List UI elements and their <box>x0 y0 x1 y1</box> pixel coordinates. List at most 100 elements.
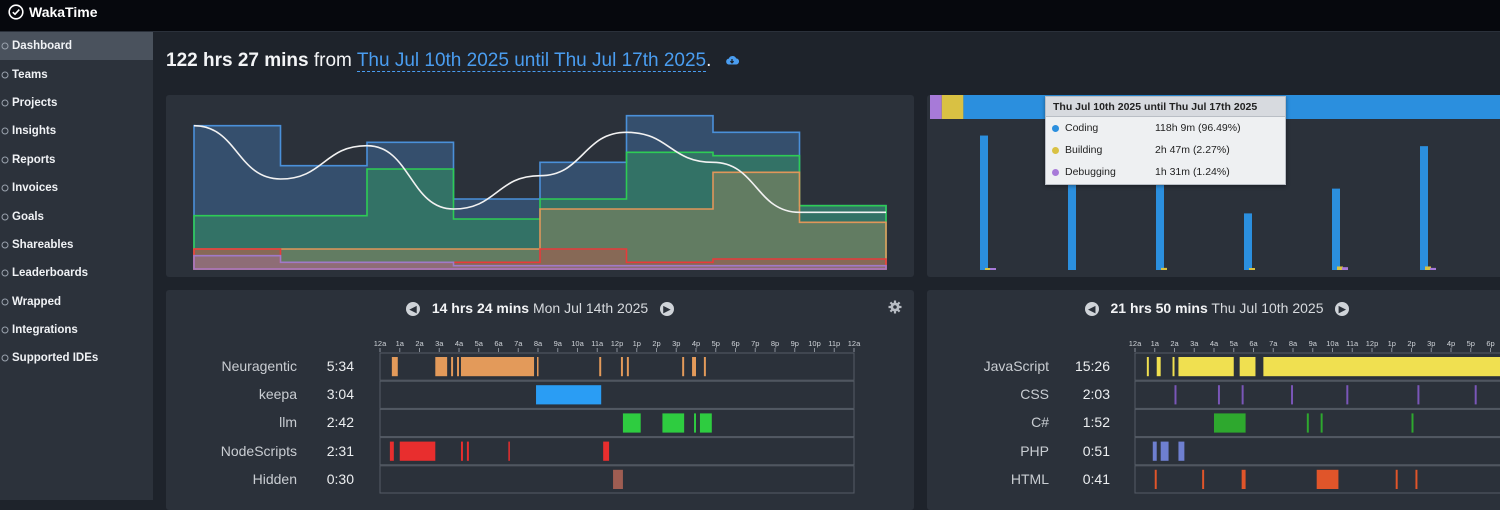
activity-span[interactable] <box>662 413 685 433</box>
activity-span[interactable] <box>1202 469 1205 489</box>
next-day-button-2[interactable]: ▶ <box>1335 302 1350 316</box>
activity-span[interactable] <box>1263 357 1500 377</box>
activity-span[interactable] <box>1241 385 1244 405</box>
bar-coding-1[interactable] <box>1068 146 1076 270</box>
activity-span[interactable] <box>694 413 696 433</box>
bar-building-3[interactable] <box>1249 268 1255 270</box>
brand-logo[interactable]: WakaTime <box>8 4 97 20</box>
activity-span[interactable] <box>699 413 712 433</box>
sidebar-item-projects[interactable]: Projects <box>0 89 153 117</box>
sidebar-item-insights[interactable]: Insights <box>0 117 153 145</box>
activity-span[interactable] <box>508 441 510 461</box>
area-series-purple[interactable] <box>193 254 887 270</box>
sidebar-item-goals[interactable]: Goals <box>0 202 153 230</box>
bar-coding-3[interactable] <box>1244 213 1252 270</box>
activity-span[interactable] <box>1160 441 1169 461</box>
sidebar-item-leaderboards[interactable]: Leaderboards <box>0 259 153 287</box>
timeline-row-label[interactable]: keepa <box>258 386 297 403</box>
sidebar-item-teams[interactable]: Teams <box>0 60 153 88</box>
activity-span[interactable] <box>435 357 448 377</box>
bar-building-5[interactable] <box>1425 266 1431 270</box>
activity-span[interactable] <box>599 357 602 377</box>
gear-icon[interactable] <box>888 300 902 314</box>
activity-span[interactable] <box>622 413 641 433</box>
sidebar-item-reports[interactable]: Reports <box>0 146 153 174</box>
activity-span[interactable] <box>536 385 602 405</box>
next-day-button[interactable]: ▶ <box>659 302 674 316</box>
activity-span[interactable] <box>620 357 623 377</box>
activity-span[interactable] <box>460 357 535 377</box>
prev-day-button[interactable]: ◀ <box>406 302 421 316</box>
timeline-row-label[interactable]: Hidden <box>252 470 297 487</box>
bar-building-2[interactable] <box>1161 267 1167 270</box>
activity-span[interactable] <box>460 441 463 461</box>
activity-span[interactable] <box>1154 469 1157 489</box>
bar-debugging-5[interactable] <box>1430 267 1436 270</box>
activity-span[interactable] <box>692 357 696 377</box>
activity-span[interactable] <box>1411 413 1414 433</box>
activity-span[interactable] <box>1146 357 1149 377</box>
bar-coding-2[interactable] <box>1156 170 1164 270</box>
activity-span[interactable] <box>1174 385 1177 405</box>
sidebar-item-shareables[interactable]: Shareables <box>0 231 153 259</box>
bar-coding-0[interactable] <box>980 135 988 270</box>
timeline-row-label[interactable]: Neuragentic <box>221 358 298 374</box>
activity-span[interactable] <box>466 441 469 461</box>
activity-span[interactable] <box>1178 357 1234 377</box>
hour-tick-label: 11a <box>1346 339 1359 348</box>
cloud-download-icon[interactable] <box>725 54 739 66</box>
area-series-orange[interactable] <box>193 171 887 270</box>
activity-span[interactable] <box>389 441 394 461</box>
prev-day-button-2[interactable]: ◀ <box>1084 302 1099 316</box>
activity-span[interactable] <box>537 357 539 377</box>
activity-span[interactable] <box>1415 469 1418 489</box>
summary-bar-building[interactable] <box>941 95 964 119</box>
activity-span[interactable] <box>703 357 706 377</box>
summary-bar-debugging[interactable] <box>930 95 942 119</box>
timeline-row-label[interactable]: PHP <box>1020 442 1049 459</box>
date-range-link[interactable]: Thu Jul 10th 2025 until Thu Jul 17th 202… <box>356 50 707 72</box>
activity-span[interactable] <box>1172 357 1175 377</box>
activity-span[interactable] <box>682 357 685 377</box>
sidebar-item-invoices[interactable]: Invoices <box>0 174 153 202</box>
bar-debugging-0[interactable] <box>990 268 996 270</box>
timeline-row-label[interactable]: C# <box>1031 414 1049 431</box>
sidebar-item-supported-ides[interactable]: Supported IDEs <box>0 344 153 372</box>
bar-building-0[interactable] <box>985 268 991 270</box>
activity-span[interactable] <box>1417 385 1420 405</box>
activity-span[interactable] <box>1474 385 1477 405</box>
activity-span[interactable] <box>457 357 459 377</box>
activity-span[interactable] <box>1152 441 1157 461</box>
activity-span[interactable] <box>399 441 436 461</box>
activity-span[interactable] <box>1239 357 1256 377</box>
activity-span[interactable] <box>1346 385 1349 405</box>
timeline-row-label[interactable]: HTML <box>1010 470 1049 487</box>
activity-span[interactable] <box>1291 385 1293 405</box>
timeline-row-label[interactable]: CSS <box>1020 386 1049 403</box>
activity-span[interactable] <box>451 357 454 377</box>
timeline-row-label[interactable]: llm <box>279 414 297 431</box>
sidebar-item-wrapped[interactable]: Wrapped <box>0 288 153 316</box>
activity-span[interactable] <box>626 357 629 377</box>
activity-span[interactable] <box>1178 441 1185 461</box>
activity-span[interactable] <box>1241 469 1246 489</box>
activity-span[interactable] <box>1156 357 1161 377</box>
timeline-row-label[interactable]: NodeScripts <box>220 442 297 459</box>
bar-coding-5[interactable] <box>1420 146 1428 270</box>
timeline-row-label[interactable]: JavaScript <box>983 358 1049 374</box>
bar-coding-4[interactable] <box>1332 188 1340 270</box>
timeline-row-box <box>379 352 855 381</box>
activity-span[interactable] <box>1214 413 1246 433</box>
bar-building-4[interactable] <box>1337 266 1343 270</box>
activity-span[interactable] <box>613 469 623 489</box>
sidebar-item-integrations[interactable]: Integrations <box>0 316 153 344</box>
bar-debugging-4[interactable] <box>1342 267 1348 270</box>
activity-span[interactable] <box>603 441 610 461</box>
sidebar-item-dashboard[interactable]: Dashboard <box>0 32 153 61</box>
activity-span[interactable] <box>1306 413 1309 433</box>
activity-span[interactable] <box>1320 413 1323 433</box>
activity-span[interactable] <box>1316 469 1339 489</box>
activity-span[interactable] <box>1395 469 1398 489</box>
activity-span[interactable] <box>1217 385 1220 405</box>
activity-span[interactable] <box>391 357 398 377</box>
